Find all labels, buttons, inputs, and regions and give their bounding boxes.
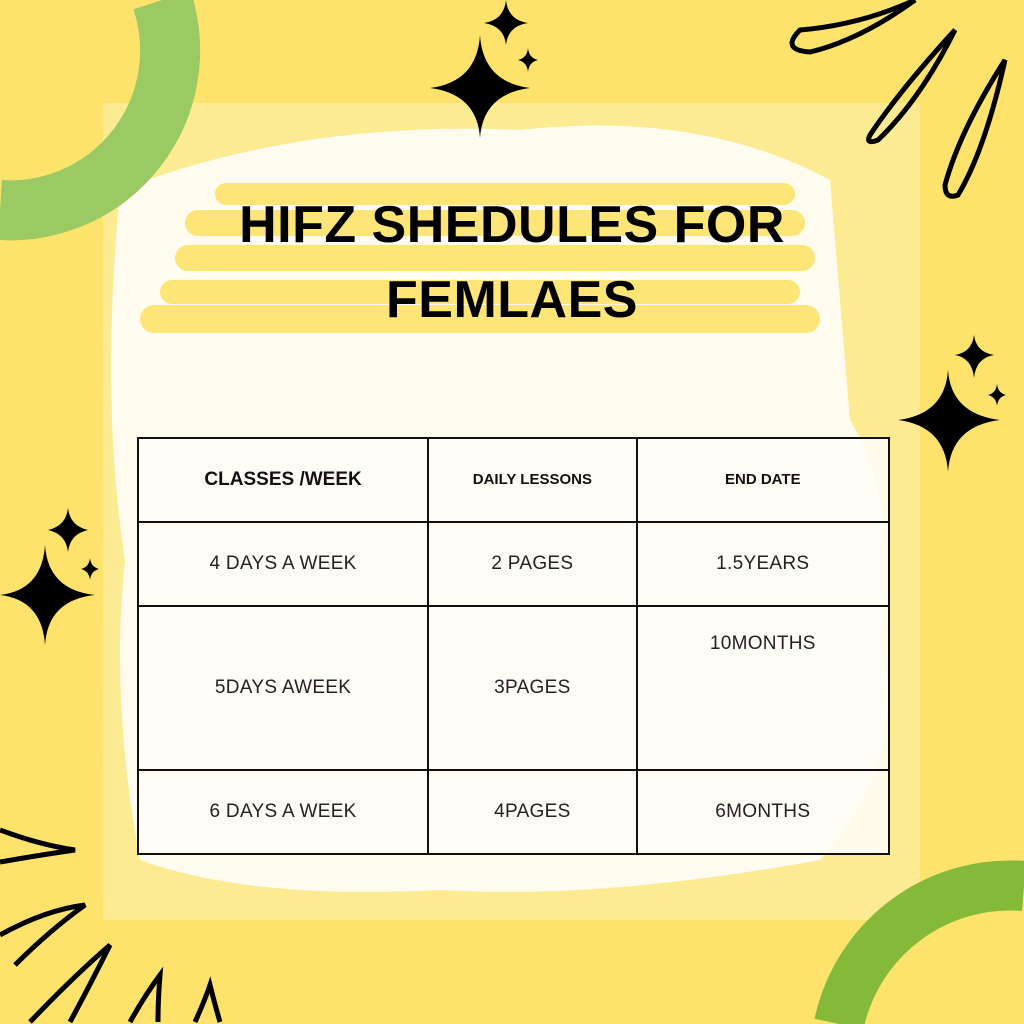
burst-lines xyxy=(0,827,223,1024)
title-line-1: HIFZ SHEDULES FOR xyxy=(239,196,785,254)
sparkle-icon xyxy=(0,545,95,645)
cell-end-date: 10MONTHS xyxy=(635,604,891,772)
cell-end-date: 1.5YEARS xyxy=(635,520,891,607)
sparkle-icon xyxy=(484,0,528,45)
cell-classes: 6 DAYS A WEEK xyxy=(136,769,430,855)
schedule-table: CLASSES /WEEK DAILY LESSONS END DATE 4 D… xyxy=(136,437,891,855)
cell-classes: 4 DAYS A WEEK xyxy=(136,520,430,607)
cell-daily-lessons: 3PAGES xyxy=(427,604,638,772)
sparkle-icon xyxy=(81,558,99,580)
sparkle-icon xyxy=(898,370,1000,472)
header-daily-lessons: DAILY LESSONS xyxy=(427,437,638,523)
header-classes-per-week: CLASSES /WEEK xyxy=(136,437,430,523)
table-row: 4 DAYS A WEEK 2 PAGES 1.5YEARS xyxy=(136,520,891,607)
sparkle-icon xyxy=(988,384,1006,406)
table-row: 6 DAYS A WEEK 4PAGES 6MONTHS xyxy=(136,769,891,855)
cell-daily-lessons: 4PAGES xyxy=(427,769,638,855)
teardrop-doodles xyxy=(789,0,1008,199)
cell-classes: 5DAYS AWEEK xyxy=(136,604,430,772)
green-arc-bottom-right xyxy=(814,860,1024,1024)
cell-end-date: 6MONTHS xyxy=(635,769,891,855)
sparkle-icon xyxy=(518,48,538,72)
table-header-row: CLASSES /WEEK DAILY LESSONS END DATE xyxy=(136,437,891,523)
table-row: 5DAYS AWEEK 3PAGES 10MONTHS xyxy=(136,604,891,772)
sparkle-icon xyxy=(955,335,994,378)
green-arc-top-left xyxy=(0,0,201,241)
header-end-date: END DATE xyxy=(635,437,891,523)
sparkle-icons xyxy=(0,0,1006,645)
sparkle-icon xyxy=(48,508,88,552)
title-highlight-strokes xyxy=(140,183,820,333)
sparkle-icon xyxy=(430,35,530,138)
title-line-2: FEMLAES xyxy=(386,271,638,329)
cell-daily-lessons: 2 PAGES xyxy=(427,520,638,607)
